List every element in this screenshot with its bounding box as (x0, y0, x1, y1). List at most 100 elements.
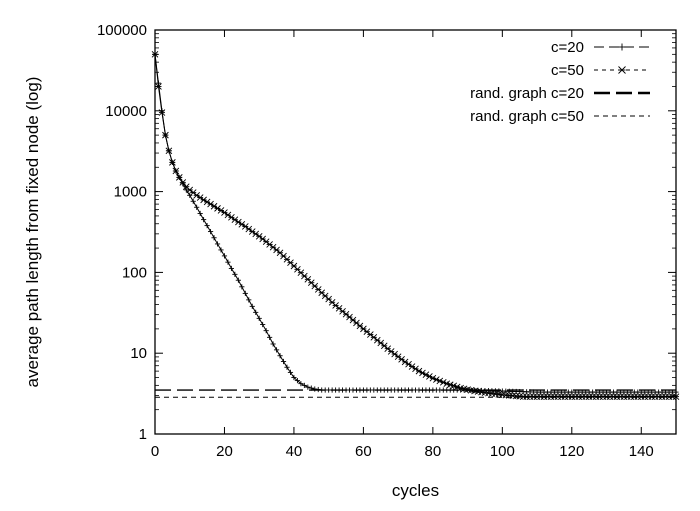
legend: c=20 c=50 rand. graph c=20 rand. graph c=50 (470, 39, 650, 125)
data-point (228, 265, 235, 272)
data-point (239, 284, 245, 290)
plot-border (154, 29, 677, 435)
legend-marker (618, 43, 626, 51)
data-point (312, 386, 318, 392)
data-point (259, 235, 266, 243)
series-markers (151, 51, 680, 400)
data-point (398, 355, 405, 363)
x-tick-label: 40 (286, 443, 303, 460)
data-point (394, 353, 402, 361)
data-point (155, 83, 162, 90)
data-point (197, 210, 203, 217)
data-point (175, 174, 183, 181)
data-point (287, 369, 294, 375)
y-tick-label: 10 (130, 345, 147, 362)
data-point (241, 223, 249, 230)
data-point (263, 328, 269, 334)
data-point (273, 246, 280, 254)
legend-marker (618, 66, 626, 74)
data-point (380, 342, 388, 350)
data-point (284, 364, 290, 370)
data-point (294, 377, 301, 384)
data-point (387, 348, 395, 355)
data-point (262, 238, 270, 245)
data-point (298, 381, 304, 387)
y-axis-label: average path length from fixed node (log… (23, 77, 42, 388)
series-c-20 (152, 51, 679, 395)
data-point (207, 228, 214, 235)
data-point (249, 303, 255, 309)
data-point (273, 347, 280, 353)
x-tick-label: 140 (629, 443, 654, 460)
data-point (291, 374, 297, 381)
data-point (189, 189, 197, 196)
data-point (235, 277, 241, 283)
data-point (266, 241, 273, 248)
plot-frame (154, 29, 677, 435)
y-tick-label: 1 (139, 426, 147, 443)
x-tick-label: 100 (490, 443, 515, 460)
data-point (280, 358, 287, 365)
data-point (245, 225, 253, 233)
series-line (154, 54, 676, 393)
data-point (277, 353, 283, 359)
series-markers (152, 51, 679, 395)
data-point (225, 259, 231, 265)
data-point (367, 331, 374, 338)
data-point (242, 290, 248, 296)
data-point (179, 179, 187, 186)
x-tick-label: 80 (425, 443, 442, 460)
legend-entry: rand. graph c=50 (470, 108, 650, 125)
x-tick-label: 60 (355, 443, 372, 460)
data-point (253, 309, 259, 315)
x-tick-label: 0 (151, 443, 159, 460)
data-point (204, 223, 210, 229)
data-point (218, 247, 224, 253)
y-axis: 1 10 100 1000 10000 100000 (97, 22, 676, 443)
data-point (267, 334, 273, 340)
data-point (360, 325, 367, 333)
data-point (363, 328, 371, 336)
x-tick-label: 20 (216, 443, 233, 460)
data-point (165, 147, 173, 155)
data-point (270, 341, 276, 347)
data-point (162, 131, 169, 139)
x-axis-label: cycles (392, 481, 439, 500)
data-point (255, 232, 263, 240)
data-point (391, 350, 398, 358)
data-point (377, 339, 385, 347)
data-point (158, 109, 166, 116)
data-point (186, 186, 194, 194)
series-layer (151, 51, 680, 400)
data-point (151, 51, 159, 58)
data-point (169, 159, 176, 166)
data-point (370, 334, 378, 341)
y-tick-label: 1000 (114, 184, 147, 201)
y-tick-label: 10000 (105, 103, 147, 120)
data-point (269, 243, 277, 251)
legend-entry: c=50 (551, 62, 650, 79)
legend-label: rand. graph c=50 (470, 108, 584, 125)
legend-entry: c=20 (551, 39, 650, 56)
legend-label: rand. graph c=20 (470, 85, 584, 102)
legend-entry: rand. graph c=20 (470, 85, 650, 102)
data-point (256, 315, 262, 321)
data-point (301, 382, 307, 388)
x-axis: 0 20 40 60 80 100 120 140 (151, 30, 654, 460)
data-point (305, 384, 311, 390)
data-point (373, 336, 381, 344)
legend-label: c=20 (551, 39, 584, 56)
data-point (384, 345, 392, 352)
data-point (194, 204, 200, 210)
data-point (232, 271, 238, 277)
series-line (154, 54, 676, 398)
series-c-50 (151, 51, 680, 400)
data-point (260, 321, 266, 328)
data-point (190, 198, 196, 204)
y-tick-label: 100000 (97, 22, 147, 39)
data-point (246, 297, 252, 303)
data-point (187, 192, 193, 198)
data-point (672, 393, 680, 400)
x-tick-label: 120 (559, 443, 584, 460)
